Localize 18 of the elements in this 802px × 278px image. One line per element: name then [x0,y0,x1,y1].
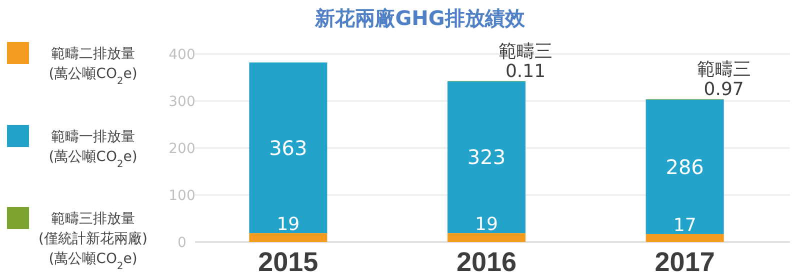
legend-label: 範疇二排放量 (萬公噸CO$_{2}$e) [48,46,138,86]
chart-title: 新花兩廠GHG排放績效 [314,6,526,30]
legend-label: 範疇一排放量 (萬公噸CO$_{2}$e) [48,129,138,170]
y-tick-label: 300 [168,94,196,110]
bar [646,100,724,234]
y-tick-label: 100 [168,188,196,204]
y-tick-label: 200 [168,141,196,157]
bar [249,233,328,242]
legend-label: 範疇三排放量 (僅統計新花兩廠) (萬公噸CO$_{2}$e) [38,211,148,272]
y-tick-label: 400 [168,47,196,63]
y-tick-label: 0 [178,235,186,251]
x-tick-label: 2016 [456,247,517,277]
x-tick-label: 2015 [258,247,318,277]
x-tick-label: 2017 [654,247,715,277]
bar [249,62,328,234]
bar [448,81,526,234]
bar [646,234,724,242]
bar [448,233,526,242]
